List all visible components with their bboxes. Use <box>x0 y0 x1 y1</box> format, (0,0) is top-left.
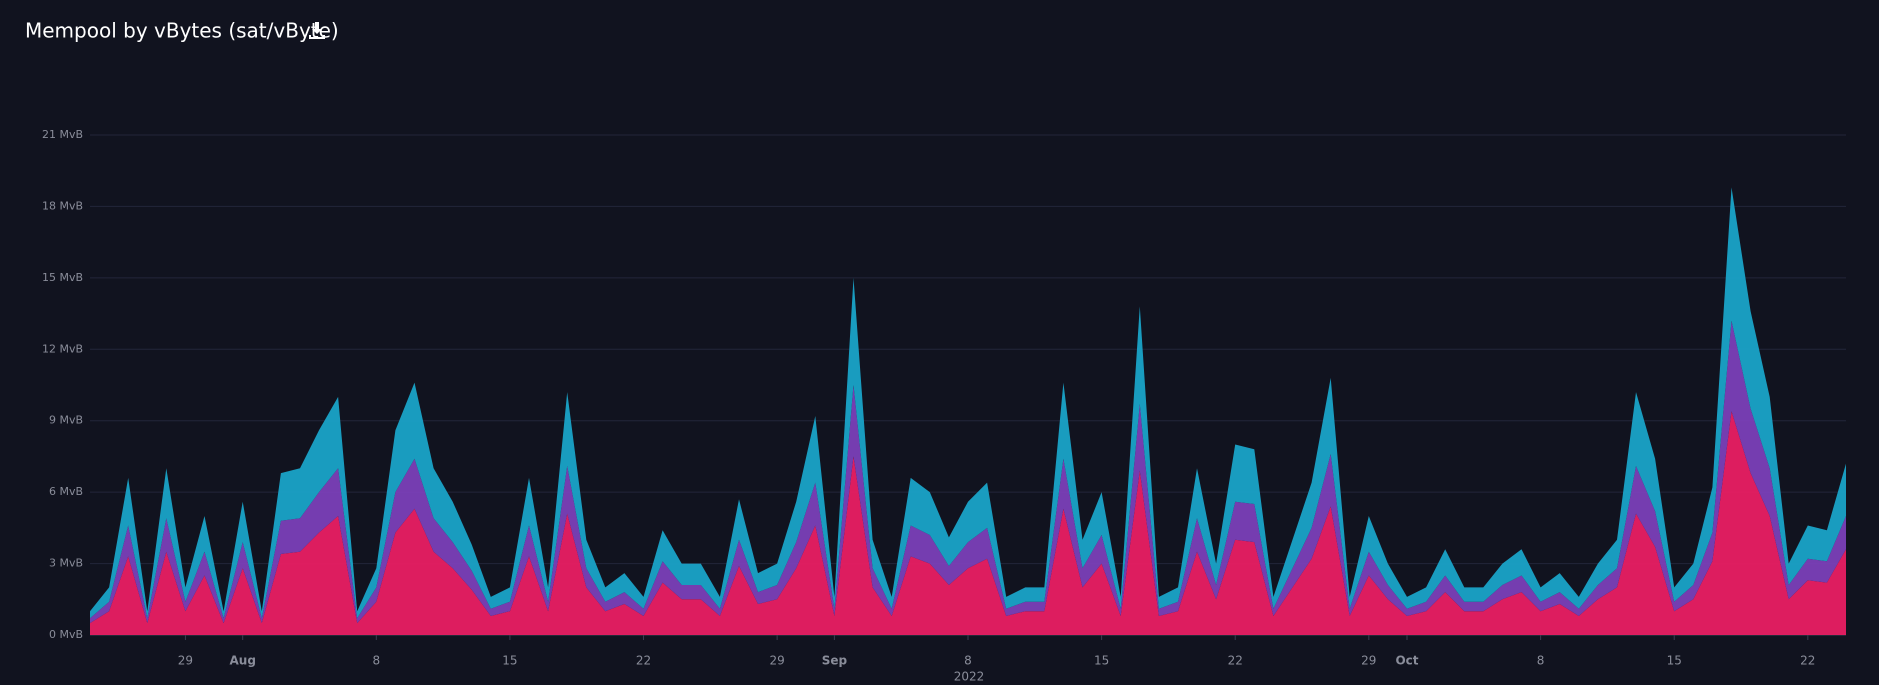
x-axis-label: 2022 <box>954 670 985 684</box>
labels: 0 MvB 3 MvB 6 MvB 9 MvB 12 MvB 15 MvB 18 MvB 21… <box>42 128 1816 668</box>
x-tick-label: 15 <box>1667 654 1682 668</box>
y-tick-label: 6 MvB <box>49 485 83 498</box>
x-tick-label: 22 <box>636 654 651 668</box>
x-tick-label: Aug <box>229 654 255 668</box>
x-tick-label: 8 <box>1537 654 1545 668</box>
x-tick-label: 15 <box>1094 654 1109 668</box>
x-tick-label: Oct <box>1395 654 1418 668</box>
y-tick-label: 21 MvB <box>42 128 83 141</box>
x-tick-label: 29 <box>1361 654 1376 668</box>
download-icon[interactable] <box>309 22 325 39</box>
y-tick-label: 15 MvB <box>42 271 83 284</box>
area <box>90 411 1846 635</box>
download-glyph[interactable] <box>309 22 325 39</box>
y-tick-label: 18 MvB <box>42 199 83 212</box>
area <box>90 187 1846 619</box>
x-tick-label: 22 <box>1800 654 1815 668</box>
y-tick-label: 0 MvB <box>49 628 83 641</box>
x-tick-label: Sep <box>822 654 848 668</box>
x-tick-label: 29 <box>178 654 193 668</box>
x-tick-label: 29 <box>769 654 784 668</box>
area <box>90 320 1846 624</box>
x-tick-label: 8 <box>964 654 972 668</box>
x-tick-label: 8 <box>372 654 380 668</box>
y-tick-label: 3 MvB <box>49 557 83 570</box>
y-tick-label: 12 MvB <box>42 342 83 355</box>
x-tick-label: 15 <box>502 654 517 668</box>
y-tick-label: 9 MvB <box>49 414 83 427</box>
chart-title: Mempool by vBytes (sat/vByte) <box>25 19 339 43</box>
x-tick-label: 22 <box>1228 654 1243 668</box>
areas <box>90 187 1846 635</box>
